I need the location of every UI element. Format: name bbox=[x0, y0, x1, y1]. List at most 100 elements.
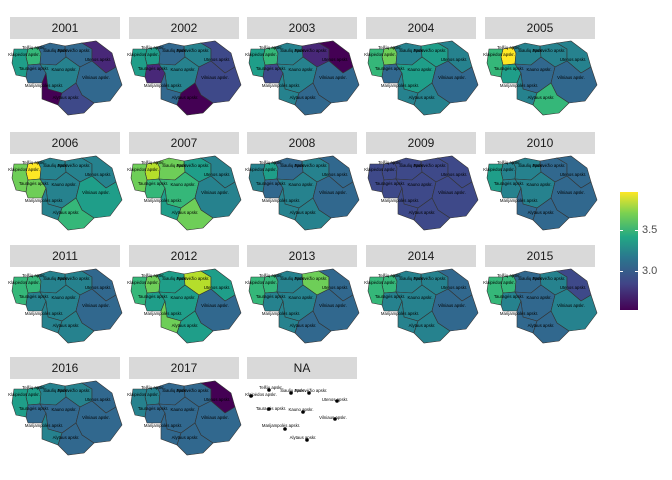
county-label: Tauragės apskr. bbox=[494, 294, 524, 299]
county-label: Kauno apskr. bbox=[170, 295, 195, 300]
county-label: Alytaus apskr. bbox=[409, 210, 436, 215]
facet-panel: 2014 Telšių apskr. Šiaulių apskr. Panevėžio… bbox=[364, 245, 479, 348]
county-point bbox=[307, 391, 311, 395]
county-region bbox=[57, 422, 95, 456]
county-label: Utenos apskr. bbox=[204, 57, 230, 62]
county-label: Kauno apskr. bbox=[288, 67, 313, 72]
county-label: Kauno apskr. bbox=[526, 67, 551, 72]
facet-strip-label: NA bbox=[247, 357, 357, 379]
county-label: Telšių apskr. bbox=[497, 160, 521, 165]
facet-strip-label: 2006 bbox=[10, 132, 120, 154]
facet-panel: 2007 Telšių apskr. Šiaulių apskr. Panevėžio… bbox=[127, 132, 242, 235]
county-point bbox=[267, 388, 271, 392]
legend-tick bbox=[620, 230, 623, 231]
county-label: Utenos apskr. bbox=[560, 57, 586, 62]
facet-strip-label: 2004 bbox=[366, 17, 476, 39]
county-point bbox=[249, 394, 253, 398]
county-label: Klaipėdos apskr. bbox=[483, 52, 515, 57]
color-legend: 3.5 3.0 bbox=[620, 192, 670, 312]
county-label: Šiaulių apskr. bbox=[162, 163, 188, 168]
county-label: Marijampolės apskr. bbox=[262, 83, 300, 88]
county-label: Tauragės apskr. bbox=[375, 181, 405, 186]
county-label: Alytaus apskr. bbox=[409, 323, 436, 328]
county-region bbox=[176, 422, 214, 456]
county-label: Marijampolės apskr. bbox=[25, 311, 63, 316]
county-point bbox=[301, 410, 305, 414]
facet-panel: 2003 Telšių apskr. Šiaulių apskr. Panevėžio… bbox=[245, 17, 360, 120]
facet-panel: 2008 Telšių apskr. Šiaulių apskr. Panevėžio… bbox=[245, 132, 360, 235]
county-label: Vilniaus apskr. bbox=[319, 190, 347, 195]
county-label: Tauragės apskr. bbox=[138, 66, 168, 71]
county-label: Klaipėdos apskr. bbox=[245, 280, 277, 285]
county-label: Tauragės apskr. bbox=[19, 294, 49, 299]
county-label: Tauragės apskr. bbox=[256, 66, 286, 71]
facet-panel: 2011 Telšių apskr. Šiaulių apskr. Panevėžio… bbox=[8, 245, 123, 348]
county-label: Vilniaus apskr. bbox=[201, 415, 229, 420]
county-label: Panevėžio apskr. bbox=[533, 276, 566, 281]
county-label: Vilniaus apskr. bbox=[319, 415, 347, 420]
county-region bbox=[532, 82, 570, 116]
county-label: Alytaus apskr. bbox=[172, 95, 199, 100]
county-label: Telšių apskr. bbox=[22, 160, 46, 165]
county-label: Telšių apskr. bbox=[141, 45, 165, 50]
county-label: Panevėžio apskr. bbox=[58, 276, 91, 281]
county-label: Kauno apskr. bbox=[407, 67, 432, 72]
county-label: Vilniaus apskr. bbox=[82, 415, 110, 420]
county-label: Panevėžio apskr. bbox=[58, 388, 91, 393]
county-label: Alytaus apskr. bbox=[290, 95, 317, 100]
facet-strip-label: 2003 bbox=[247, 17, 357, 39]
county-label: Šiaulių apskr. bbox=[162, 276, 188, 281]
lithuania-county-map: Telšių apskr.Šiaulių apskr.Panevėžio aps… bbox=[364, 40, 479, 116]
county-region bbox=[57, 310, 95, 344]
county-label: Panevėžio apskr. bbox=[295, 48, 328, 53]
facet-strip-label: 2013 bbox=[247, 245, 357, 267]
facet-panel: 2001 Telšių apskr. Šiaulių apskr. Panevėžio… bbox=[8, 17, 123, 120]
county-label: Klaipėdos apskr. bbox=[8, 280, 40, 285]
county-label: Vilniaus apskr. bbox=[557, 75, 585, 80]
county-label: Marijampolės apskr. bbox=[144, 423, 182, 428]
county-label: Kauno apskr. bbox=[288, 407, 313, 412]
county-label: Telšių apskr. bbox=[22, 273, 46, 278]
legend-tick bbox=[635, 230, 638, 231]
county-label: Klaipėdos apskr. bbox=[127, 280, 159, 285]
facet-strip-label: 2011 bbox=[10, 245, 120, 267]
county-point bbox=[267, 407, 271, 411]
county-label: Alytaus apskr. bbox=[53, 323, 80, 328]
county-label: Tauragės apskr. bbox=[19, 181, 49, 186]
lithuania-county-map: Telšių apskr.Šiaulių apskr.Panevėžio aps… bbox=[8, 380, 123, 456]
county-label: Utenos apskr. bbox=[204, 285, 230, 290]
county-region bbox=[57, 82, 95, 116]
county-label: Marijampolės apskr. bbox=[381, 198, 419, 203]
county-label: Telšių apskr. bbox=[259, 45, 283, 50]
county-region bbox=[176, 82, 214, 116]
county-label: Telšių apskr. bbox=[378, 273, 402, 278]
lithuania-county-map: Telšių apskr.Šiaulių apskr.Panevėžio aps… bbox=[127, 380, 242, 456]
county-label: Vilniaus apskr. bbox=[82, 190, 110, 195]
county-label: Klaipėdos apskr. bbox=[245, 392, 277, 397]
county-label: Tauragės apskr. bbox=[138, 406, 168, 411]
county-label: Marijampolės apskr. bbox=[500, 311, 538, 316]
county-label: Šiaulių apskr. bbox=[518, 48, 544, 53]
county-label: Klaipėdos apskr. bbox=[127, 167, 159, 172]
county-label: Marijampolės apskr. bbox=[144, 198, 182, 203]
county-label: Telšių apskr. bbox=[259, 160, 283, 165]
county-label: Tauragės apskr. bbox=[256, 406, 286, 411]
county-label: Klaipėdos apskr. bbox=[364, 167, 396, 172]
county-label: Telšių apskr. bbox=[497, 45, 521, 50]
facet-strip-label: 2007 bbox=[129, 132, 239, 154]
county-label: Klaipėdos apskr. bbox=[364, 52, 396, 57]
county-label: Telšių apskr. bbox=[259, 273, 283, 278]
county-label: Kauno apskr. bbox=[407, 182, 432, 187]
county-region bbox=[294, 82, 332, 116]
county-label: Marijampolės apskr. bbox=[144, 311, 182, 316]
county-label: Panevėžio apskr. bbox=[58, 163, 91, 168]
lithuania-county-map: Telšių apskr.Šiaulių apskr.Panevėžio aps… bbox=[364, 155, 479, 231]
facet-strip-label: 2014 bbox=[366, 245, 476, 267]
county-label: Utenos apskr. bbox=[322, 397, 348, 402]
county-label: Utenos apskr. bbox=[322, 172, 348, 177]
facet-strip-label: 2012 bbox=[129, 245, 239, 267]
county-label: Alytaus apskr. bbox=[172, 435, 199, 440]
county-label: Panevėžio apskr. bbox=[533, 48, 566, 53]
facet-panel: 2004 Telšių apskr. Šiaulių apskr. Panevėžio… bbox=[364, 17, 479, 120]
county-label: Šiaulių apskr. bbox=[280, 388, 306, 393]
